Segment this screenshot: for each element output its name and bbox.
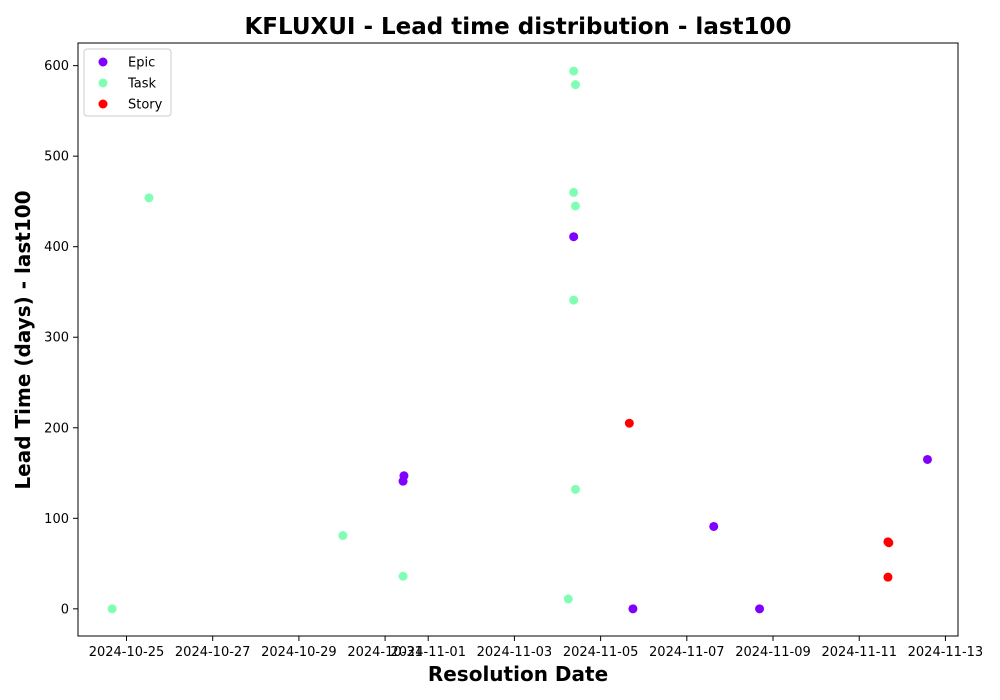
x-tick-label: 2024-11-01 <box>390 645 466 660</box>
x-tick-label: 2024-11-03 <box>477 645 553 660</box>
legend-label-task: Task <box>127 77 157 92</box>
data-point-epic <box>922 454 932 464</box>
data-point-task <box>569 187 579 197</box>
y-axis: 0 100 200 300 400 500 600 <box>44 59 78 617</box>
y-axis-label: Lead Time (days) - last100 <box>11 190 35 489</box>
x-tick-label: 2024-11-11 <box>821 645 897 660</box>
data-point-epic <box>628 604 638 614</box>
plot-area <box>77 42 959 637</box>
data-point-task <box>338 531 348 541</box>
legend-label-epic: Epic <box>128 56 155 71</box>
x-axis: 2024-10-25 2024-10-27 2024-10-29 2024-10-31… <box>89 636 984 660</box>
x-axis-label: Resolution Date <box>428 662 608 686</box>
x-tick-label: 2024-10-31 <box>347 645 423 660</box>
data-point-task <box>107 604 117 614</box>
y-tick-label: 400 <box>44 240 69 255</box>
legend-marker-task <box>98 78 108 88</box>
chart-title: KFLUXUI - Lead time distribution - last1… <box>244 14 791 40</box>
data-point-story <box>884 538 894 548</box>
y-tick-label: 100 <box>44 512 69 527</box>
x-tick-label: 2024-11-05 <box>563 645 639 660</box>
data-point-task <box>144 193 154 203</box>
x-tick-label: 2024-11-13 <box>908 645 984 660</box>
data-point-story <box>624 418 634 428</box>
data-point-task <box>569 66 579 76</box>
data-point-epic <box>709 521 719 531</box>
legend-label-story: Story <box>128 98 163 113</box>
data-point-story <box>883 572 893 582</box>
x-tick-label: 2024-11-07 <box>649 645 725 660</box>
data-point-epic <box>569 232 579 242</box>
y-tick-label: 0 <box>61 602 69 617</box>
data-point-task <box>570 80 580 90</box>
legend-marker-epic <box>98 57 108 67</box>
x-tick-label: 2024-10-25 <box>89 645 165 660</box>
y-tick-label: 200 <box>44 421 69 436</box>
x-tick-label: 2024-10-29 <box>261 645 337 660</box>
data-point-task <box>398 571 408 581</box>
legend: Epic Task Story <box>83 48 172 117</box>
data-points <box>107 66 932 614</box>
data-point-task <box>570 201 580 211</box>
data-point-task <box>563 594 573 604</box>
y-tick-label: 300 <box>44 331 69 346</box>
data-point-epic <box>398 476 408 486</box>
legend-box <box>83 48 172 117</box>
data-point-task <box>569 295 579 305</box>
legend-marker-story <box>98 99 108 109</box>
y-tick-label: 600 <box>44 59 69 74</box>
data-point-task <box>570 484 580 494</box>
y-tick-label: 500 <box>44 150 69 165</box>
x-tick-label: 2024-11-09 <box>735 645 811 660</box>
x-tick-label: 2024-10-27 <box>175 645 251 660</box>
data-point-epic <box>755 604 765 614</box>
